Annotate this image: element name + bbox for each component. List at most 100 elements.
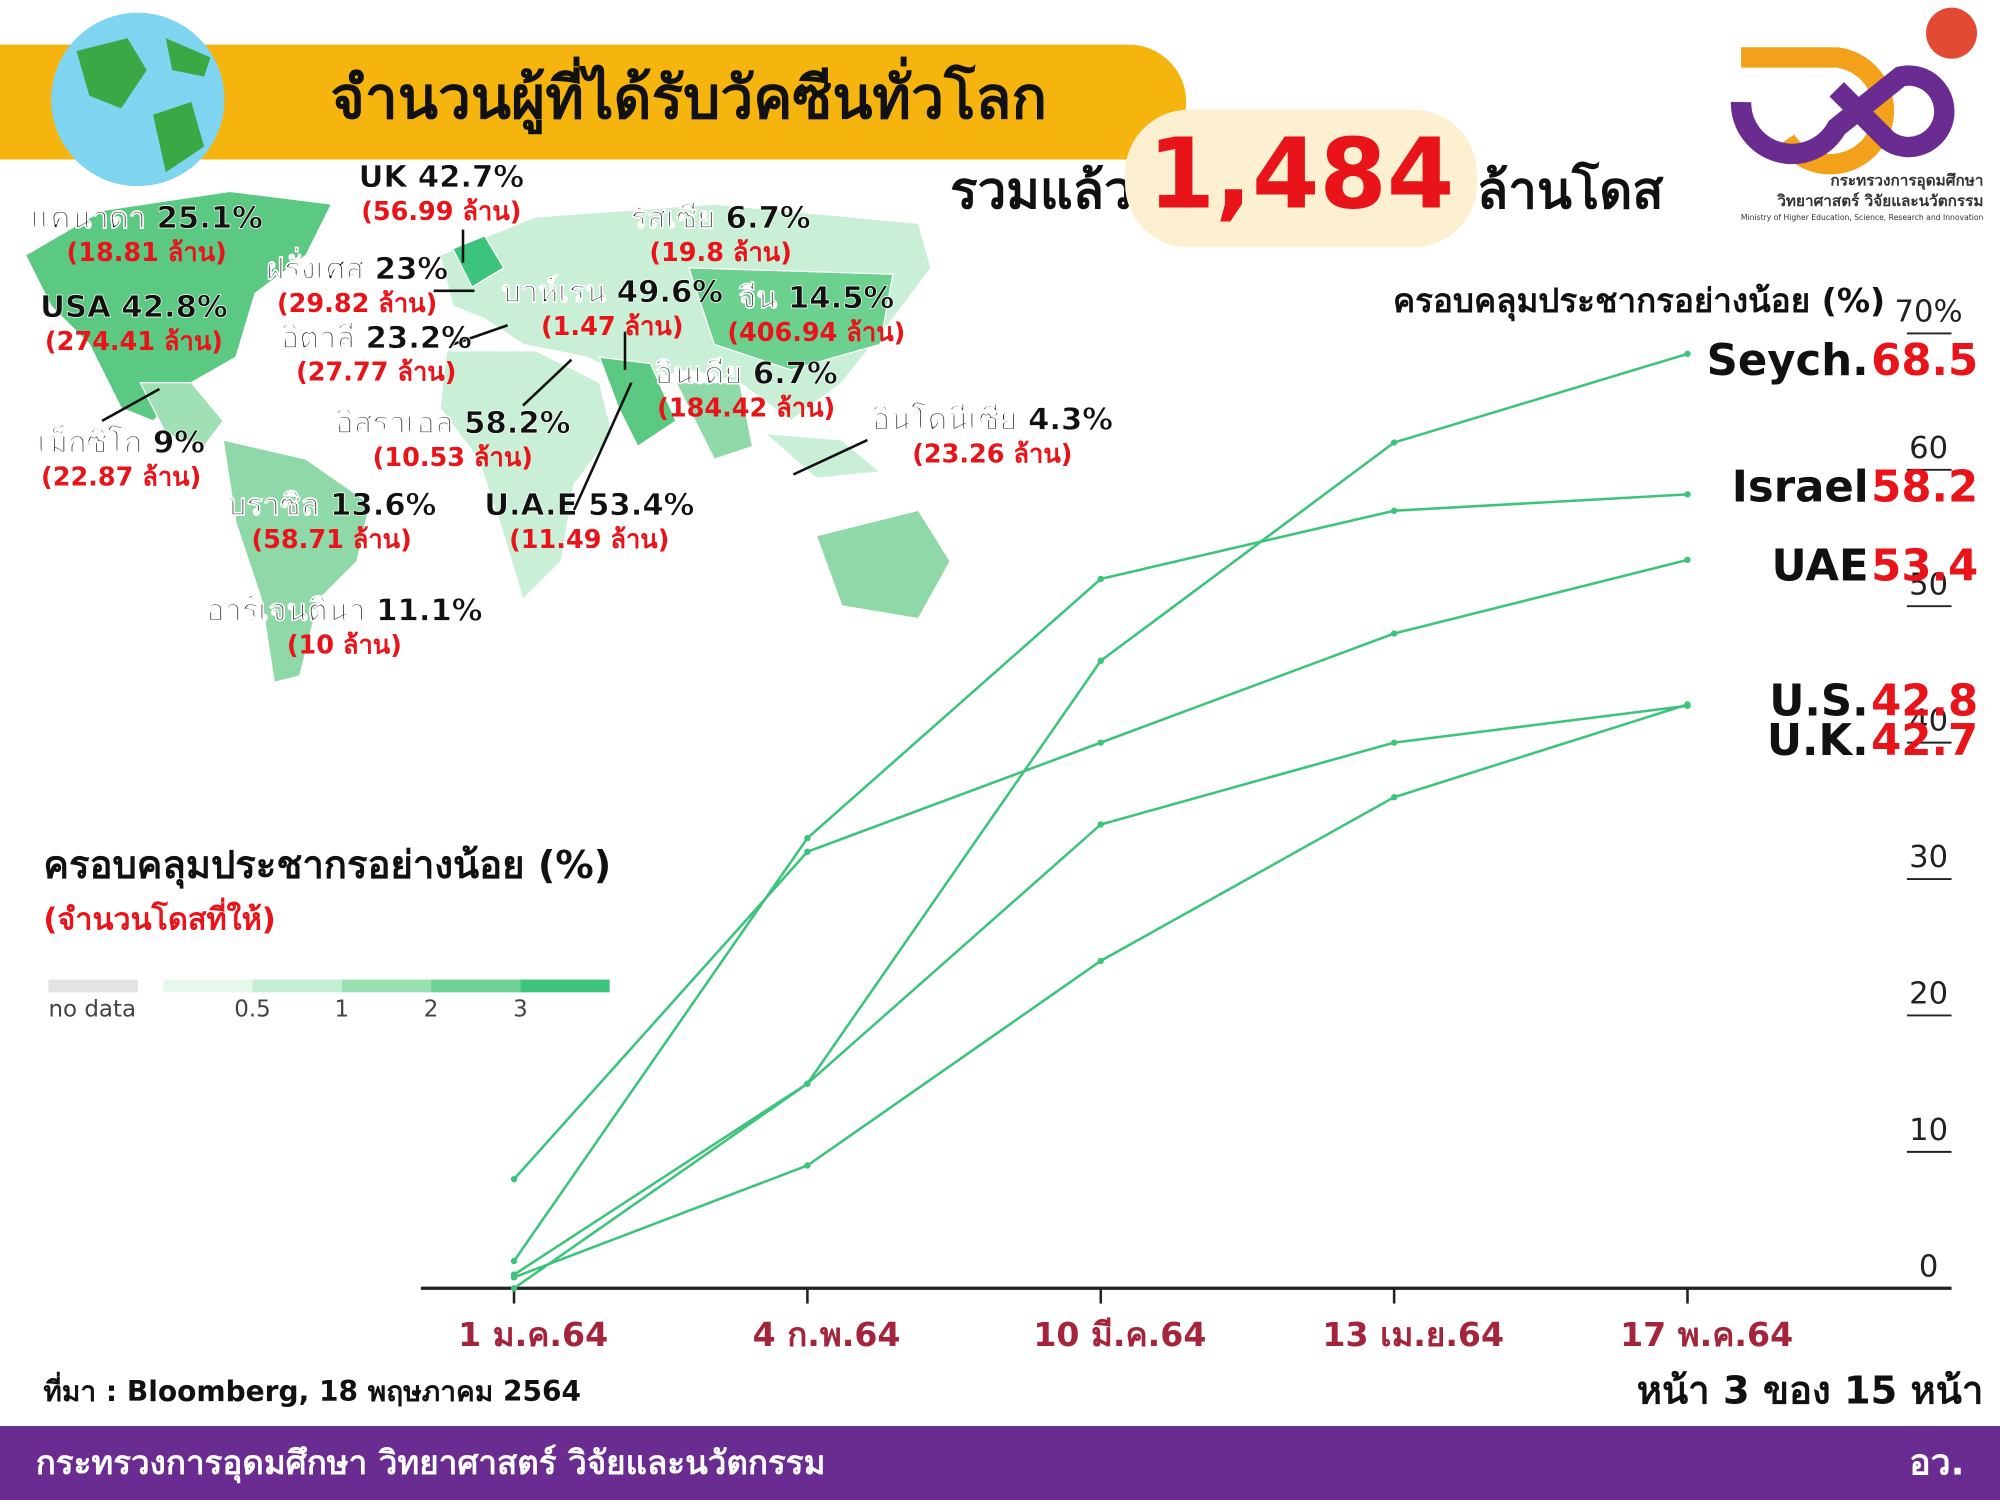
footer-ministry: กระทรวงการอุดมศึกษา วิทยาศาสตร์ วิจัยและ…	[36, 1443, 826, 1484]
series-name: Israel	[1732, 462, 1869, 512]
map-doses-label: (1.47 ล้าน)	[541, 312, 683, 342]
x-tick-label: 17 พ.ค.64	[1620, 1315, 1793, 1354]
logo-line2: วิทยาศาสตร์ วิจัยและนวัตกรรม	[1777, 192, 1983, 210]
legend-label: 2	[424, 997, 439, 1023]
page-number: หน้า 3 ของ 15 หน้า	[1637, 1368, 1984, 1413]
globe	[51, 12, 225, 187]
logo	[1730, 7, 1978, 175]
series-point	[510, 1175, 518, 1183]
legend-label: 1	[335, 997, 350, 1023]
map-doses-label: (22.87 ล้าน)	[41, 462, 201, 492]
map-doses-label: (29.82 ล้าน)	[277, 289, 437, 319]
y-axis-title: ครอบคลุมประชากรอย่างน้อย (%)	[1393, 281, 1885, 322]
chart: 0 10 20 30 40 50 60 70% 1 ม.ค.64 4 ก.พ.64 10 มี.ค.…	[420, 294, 1978, 1354]
series-point	[1390, 739, 1398, 746]
legend-label: 3	[513, 997, 528, 1023]
footer-short: อว.	[1909, 1442, 1964, 1483]
map-country-label: USA 42.8%	[40, 290, 227, 325]
map-country-label: จีน 14.5%	[738, 281, 894, 316]
logo-line3: Ministry of Higher Education, Science, R…	[1741, 213, 1984, 222]
series-end-value: 42.7	[1871, 716, 1978, 766]
legend-scale: 0.5 1 2 3	[163, 979, 610, 1023]
series-point	[1684, 491, 1691, 498]
series-point	[1390, 507, 1398, 514]
logo-line1: กระทรวงการอุดมศึกษา	[1830, 172, 1983, 191]
world-map	[24, 190, 951, 684]
map-country-label: UK 42.7%	[359, 160, 524, 195]
y-tick-label: 20	[1909, 977, 1948, 1012]
map-doses-label: (27.77 ล้าน)	[296, 358, 456, 388]
legend-label: 0.5	[234, 997, 270, 1023]
x-tick-label: 4 ก.พ.64	[753, 1315, 901, 1354]
y-tick-label: 40	[1909, 704, 1948, 739]
series-point	[1390, 794, 1398, 801]
series-point	[510, 1257, 518, 1265]
series-point	[1097, 957, 1104, 965]
map-doses-label: (18.81 ล้าน)	[67, 238, 227, 268]
map-doses-label: (23.26 ล้าน)	[912, 439, 1072, 469]
series-point	[804, 848, 811, 855]
x-tick-label: 10 มี.ค.64	[1033, 1315, 1206, 1354]
x-tick-label: 13 เม.ย.64	[1322, 1315, 1504, 1354]
map-doses-label: (274.41 ล้าน)	[45, 327, 223, 357]
series-end-value: 68.5	[1871, 336, 1978, 386]
map-country-label: บราซิล 13.6%	[227, 488, 436, 523]
series-point	[1097, 739, 1104, 746]
map-country-label: U.A.E 53.4%	[484, 488, 694, 523]
series-name: UAE	[1772, 541, 1869, 591]
legend-swatch	[520, 979, 610, 993]
series-point	[1684, 702, 1691, 709]
series-point	[804, 1162, 811, 1169]
series-point	[1390, 439, 1398, 446]
series-point	[1684, 350, 1691, 358]
series-name: U.S.	[1769, 677, 1868, 727]
series-end-value: 53.4	[1871, 541, 1978, 591]
series-point	[804, 1080, 811, 1087]
series-name: U.K.	[1767, 716, 1869, 766]
header-bar	[0, 44, 1187, 160]
legend-subtitle: (จำนวนโดสที่ให้)	[43, 897, 275, 937]
total-unit: ล้านโดส	[1477, 160, 1664, 221]
map-doses-label: (406.94 ล้าน)	[727, 318, 905, 348]
series-point	[1684, 556, 1691, 564]
map-doses-label: (19.8 ล้าน)	[649, 238, 791, 268]
legend-no-data-swatch	[48, 979, 138, 993]
map-country-label: บาห์เรน 49.6%	[502, 274, 723, 310]
map-doses-label: (58.71 ล้าน)	[252, 525, 412, 555]
legend-swatch	[252, 979, 342, 993]
map-doses-label: (56.99 ล้าน)	[361, 197, 521, 227]
series-point	[1097, 821, 1104, 828]
y-tick-label: 0	[1919, 1249, 1938, 1284]
legend-swatch	[341, 979, 432, 993]
map-arrows	[101, 229, 868, 511]
map-country-label: เม็กซิโก 9%	[37, 423, 205, 460]
header-title: จำนวนผู้ที่ได้รับวัคซีนทั่วโลก	[331, 57, 1047, 134]
map-country-label: อินเดีย 6.7%	[655, 357, 838, 392]
total-prefix: รวมแล้ว	[950, 162, 1132, 221]
series-point	[510, 1285, 518, 1292]
y-tick-label: 10	[1909, 1113, 1948, 1148]
legend-swatch	[163, 979, 253, 993]
y-tick-label: 30	[1909, 840, 1948, 875]
series-end-value: 42.8	[1871, 677, 1978, 727]
map-country-label: อิตาลี 23.2%	[281, 321, 472, 356]
map-doses-label: (10.53 ล้าน)	[373, 443, 533, 473]
map-doses-label: (11.49 ล้าน)	[509, 525, 669, 555]
legend-title: ครอบคลุมประชากรอย่างน้อย (%)	[43, 843, 611, 889]
map-country-label: อินโดนีเซีย 4.3%	[872, 400, 1113, 437]
y-tick-label: 60	[1909, 431, 1948, 466]
x-tick-label: 1 ม.ค.64	[458, 1315, 608, 1354]
series-end-value: 58.2	[1871, 462, 1978, 512]
map-country-label: อาร์เจนตินา 11.1%	[206, 593, 482, 629]
legend-swatch	[431, 979, 521, 993]
map-country-label: ฝรั่งเศส 23%	[266, 247, 448, 287]
footer-bar	[0, 1426, 2000, 1500]
series-point	[1097, 657, 1104, 664]
total-value: 1,484	[1148, 117, 1455, 230]
map-doses-label: (184.42 ล้าน)	[657, 393, 835, 423]
legend-no-data: no data	[48, 997, 136, 1023]
map-country-label: อิสราเอล 58.2%	[335, 406, 570, 441]
